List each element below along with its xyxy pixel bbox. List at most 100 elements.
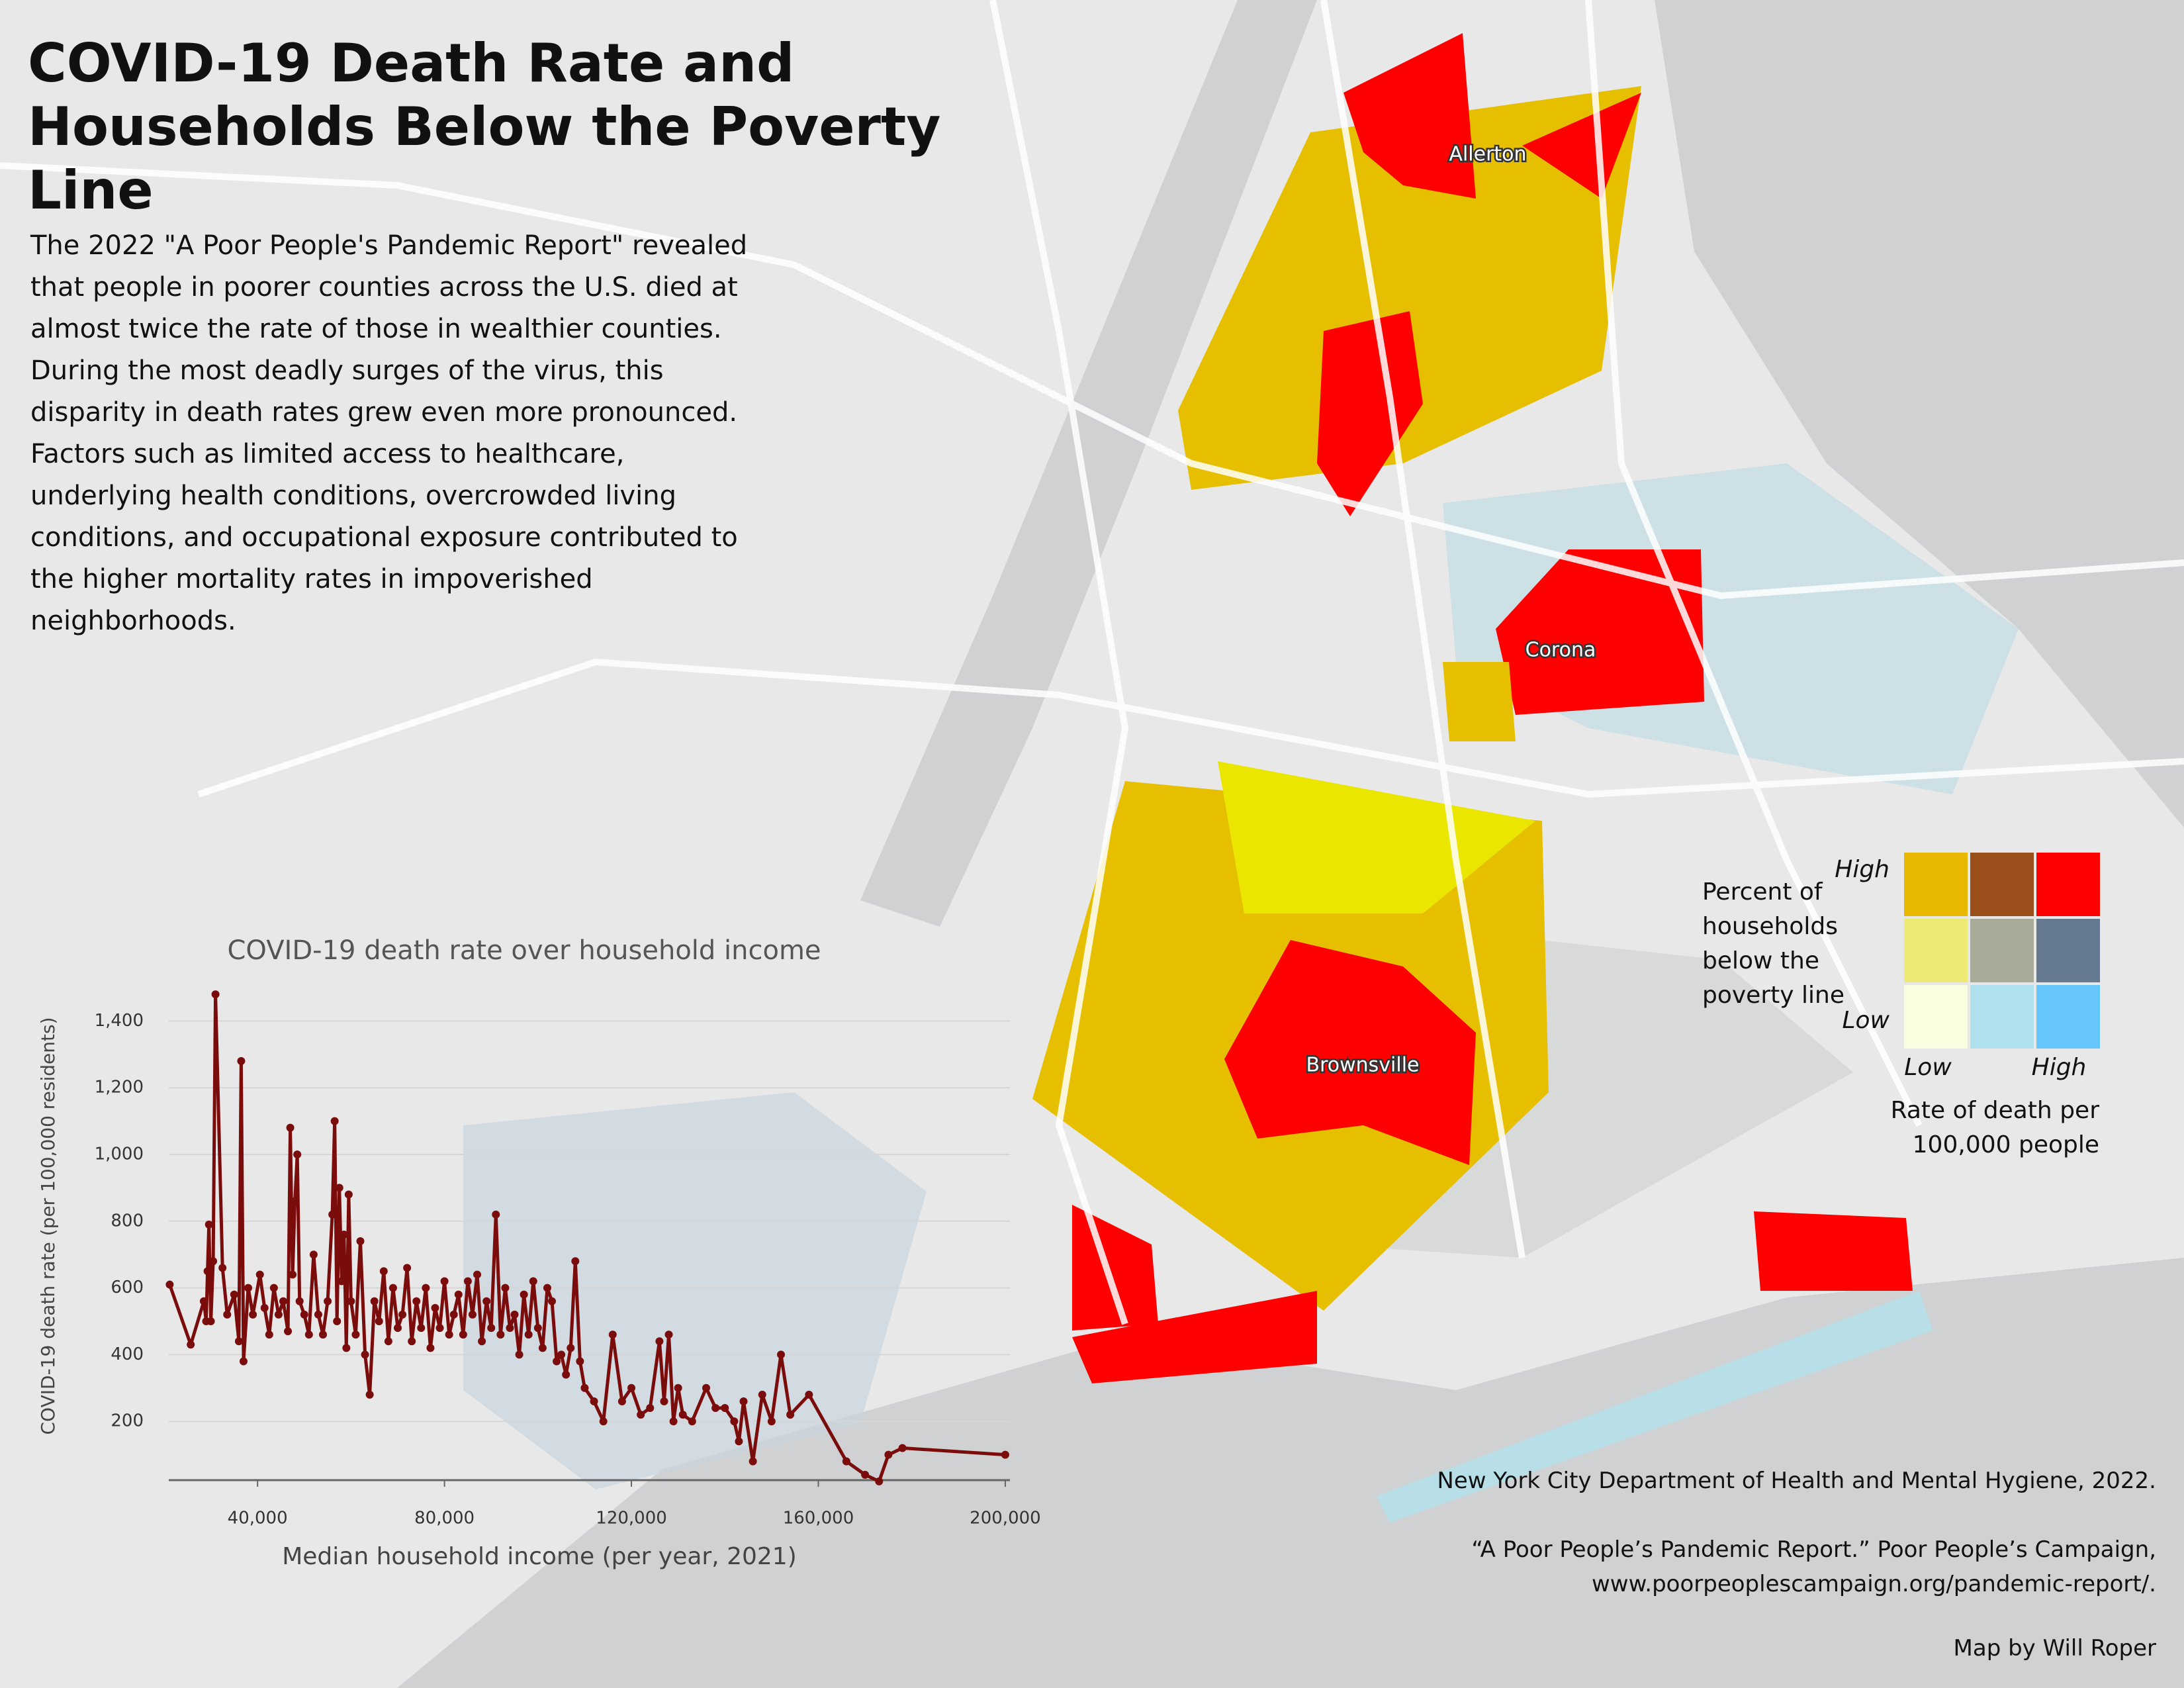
data-point	[842, 1457, 850, 1466]
data-line	[168, 992, 1006, 1483]
data-point	[351, 1331, 360, 1339]
data-point	[459, 1331, 467, 1339]
data-point	[617, 1397, 626, 1405]
district	[1377, 1291, 1933, 1523]
x-tick-label: 160,000	[783, 1509, 854, 1528]
data-point	[735, 1437, 743, 1446]
data-point	[599, 1417, 608, 1426]
data-point	[711, 1404, 720, 1413]
y-tick-label: 1,400	[95, 1011, 144, 1031]
source: New York City Department of Health and M…	[1437, 1468, 2156, 1494]
y-tick-label: 400	[111, 1344, 144, 1364]
data-point	[543, 1284, 551, 1292]
district	[1496, 549, 1704, 715]
data-point	[431, 1303, 439, 1312]
district	[1754, 1211, 1913, 1291]
x-tick-label: 80,000	[414, 1509, 475, 1528]
data-point	[482, 1297, 491, 1305]
data-point	[304, 1331, 313, 1339]
data-point	[463, 1277, 472, 1286]
data-point	[529, 1277, 537, 1286]
data-point	[646, 1404, 655, 1413]
district	[1178, 86, 1641, 490]
data-point	[300, 1310, 308, 1319]
credit: Map by Will Roper	[1953, 1635, 2156, 1662]
legend-swatch	[2036, 919, 2100, 982]
data-point	[340, 1230, 348, 1239]
legend-x-title: Rate of death per 100,000 people	[1890, 1097, 2099, 1158]
data-point	[524, 1331, 533, 1339]
legend-y-high: High	[1835, 856, 1889, 883]
data-point	[702, 1383, 711, 1392]
data-point	[333, 1317, 341, 1325]
data-point	[468, 1310, 477, 1319]
data-point	[239, 1357, 248, 1366]
data-point	[749, 1457, 757, 1466]
district	[463, 1092, 927, 1489]
data-point	[861, 1470, 870, 1479]
data-point	[165, 1280, 174, 1289]
y-tick-label: 200	[111, 1411, 144, 1431]
data-point	[553, 1357, 561, 1366]
data-point	[688, 1417, 696, 1426]
data-point	[361, 1350, 369, 1359]
data-point	[898, 1444, 907, 1452]
data-point	[398, 1310, 407, 1319]
data-point	[284, 1327, 293, 1336]
data-point	[422, 1284, 430, 1292]
data-point	[203, 1267, 212, 1276]
y-tick-label: 600	[111, 1278, 144, 1297]
data-point	[342, 1344, 351, 1352]
data-point	[199, 1297, 208, 1305]
data-point	[562, 1370, 570, 1379]
x-axis-label: Median household income (per year, 2021)	[282, 1543, 797, 1570]
x-tick-label: 200,000	[970, 1509, 1041, 1528]
district	[1343, 33, 1476, 199]
data-point	[580, 1383, 589, 1392]
data-point	[295, 1297, 304, 1305]
data-point	[393, 1324, 402, 1333]
data-point	[249, 1310, 257, 1319]
data-point	[473, 1270, 482, 1279]
data-point	[344, 1190, 353, 1199]
data-point	[449, 1310, 458, 1319]
place-label: Brownsville	[1306, 1054, 1419, 1077]
data-point	[435, 1324, 444, 1333]
data-point	[260, 1303, 269, 1312]
data-point	[291, 1197, 299, 1205]
data-point	[234, 1337, 243, 1346]
data-point	[655, 1337, 664, 1346]
data-point	[319, 1331, 328, 1339]
legend-x-low: Low	[1904, 1054, 1952, 1081]
y-tick-label: 1,200	[95, 1078, 144, 1098]
legend-swatch	[2036, 853, 2100, 916]
water	[860, 0, 1317, 927]
data-point	[338, 1277, 346, 1286]
data-point	[286, 1123, 295, 1132]
data-point	[478, 1337, 486, 1346]
district	[1443, 463, 2019, 794]
data-point	[426, 1344, 435, 1352]
data-point	[237, 1056, 246, 1065]
y-tick-label: 1,000	[95, 1145, 144, 1164]
data-point	[730, 1417, 739, 1426]
data-point	[538, 1344, 547, 1352]
legend-y-low: Low	[1842, 1007, 1889, 1034]
data-point	[379, 1267, 388, 1276]
legend-swatch	[1904, 985, 1968, 1049]
roads	[0, 0, 2184, 1325]
data-point	[412, 1297, 421, 1305]
data-point	[335, 1184, 343, 1192]
data-point	[375, 1317, 383, 1325]
legend-swatch	[2036, 985, 2100, 1049]
data-point	[884, 1450, 893, 1459]
data-point	[403, 1264, 412, 1272]
data-point	[567, 1344, 575, 1352]
data-point	[265, 1331, 273, 1339]
data-point	[758, 1390, 766, 1399]
data-point	[255, 1270, 264, 1279]
legend-swatch	[1970, 985, 2034, 1049]
data-point	[496, 1331, 505, 1339]
